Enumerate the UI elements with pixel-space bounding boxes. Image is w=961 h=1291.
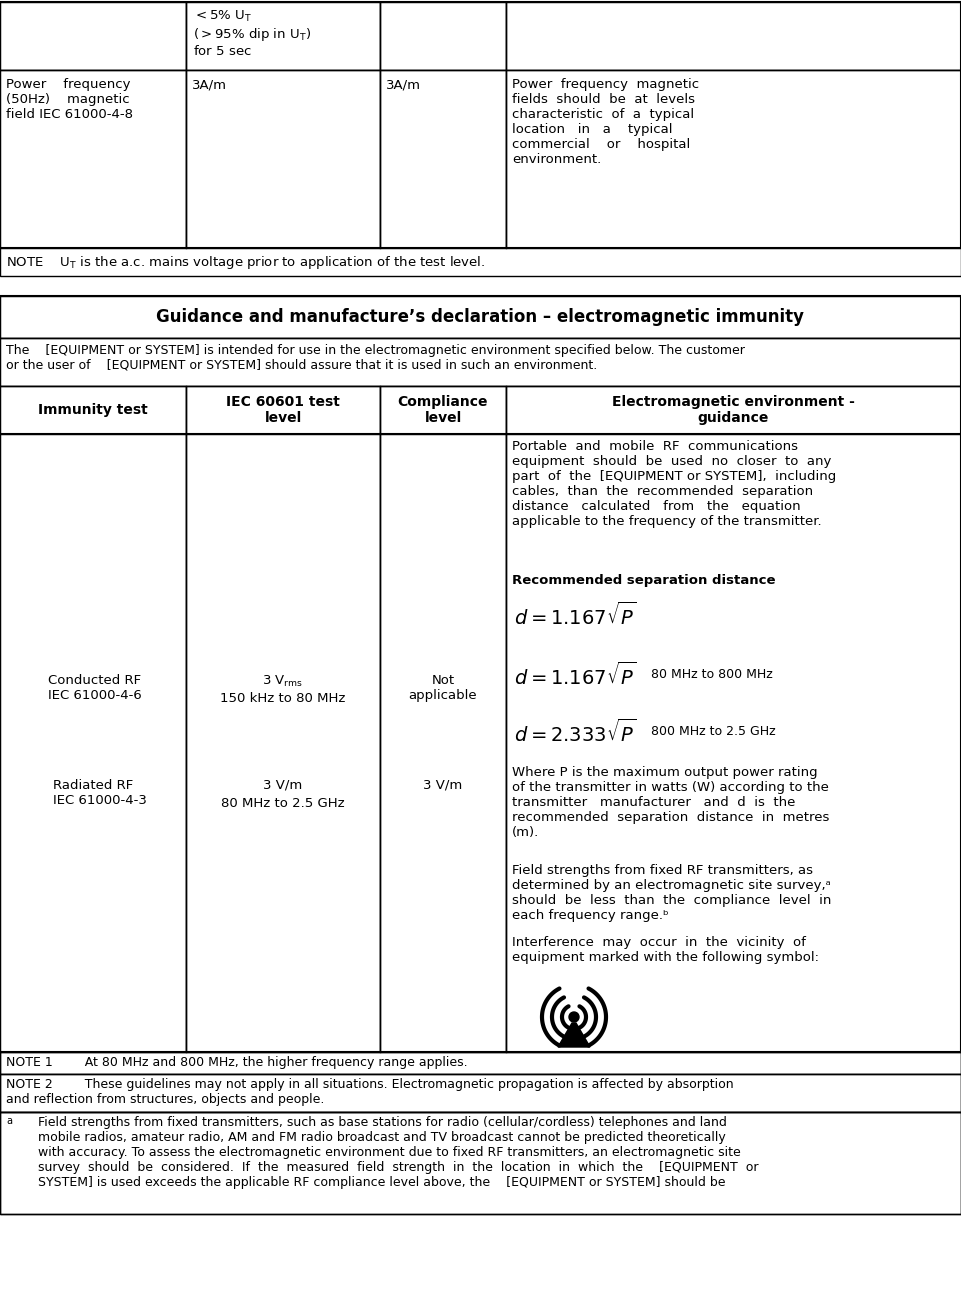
Text: $d = 1.167\sqrt{P}$: $d = 1.167\sqrt{P}$ [514, 602, 636, 629]
Bar [186, 434, 380, 1052]
Text: 3A/m: 3A/m [386, 77, 421, 90]
Text: $(>95\%\ \mathrm{dip\ in\ U_T})$: $(>95\%\ \mathrm{dip\ in\ U_T})$ [193, 26, 311, 43]
Text: NOTE 1        At 80 MHz and 800 MHz, the higher frequency range applies.: NOTE 1 At 80 MHz and 800 MHz, the higher… [6, 1056, 468, 1069]
Bar [0, 1052, 961, 1074]
Bar [186, 386, 380, 434]
Bar [0, 338, 961, 386]
Text: Field strengths from fixed RF transmitters, as
determined by an electromagnetic : Field strengths from fixed RF transmitte… [512, 864, 831, 922]
Text: $d = 1.167\sqrt{P}$: $d = 1.167\sqrt{P}$ [514, 662, 636, 689]
Bar [0, 296, 961, 338]
Text: 80 MHz to 800 MHz: 80 MHz to 800 MHz [651, 667, 773, 680]
Text: 800 MHz to 2.5 GHz: 800 MHz to 2.5 GHz [651, 726, 776, 738]
Bar [0, 70, 186, 248]
Bar [0, 3, 961, 248]
Bar [186, 70, 380, 248]
Text: IEC 60601 test
level: IEC 60601 test level [226, 395, 340, 425]
Text: Electromagnetic environment -
guidance: Electromagnetic environment - guidance [612, 395, 855, 425]
Text: Conducted RF
IEC 61000-4-6: Conducted RF IEC 61000-4-6 [48, 674, 142, 702]
Bar [0, 1074, 961, 1112]
Bar [0, 1112, 961, 1214]
Bar [380, 70, 506, 248]
Bar [506, 3, 961, 70]
Polygon shape [558, 1022, 590, 1047]
Text: Power    frequency
(50Hz)    magnetic
field IEC 61000-4-8: Power frequency (50Hz) magnetic field IE… [6, 77, 133, 121]
Text: Compliance
level: Compliance level [398, 395, 488, 425]
Text: NOTE 2        These guidelines may not apply in all situations. Electromagnetic : NOTE 2 These guidelines may not apply in… [6, 1078, 733, 1106]
Text: Not
applicable: Not applicable [408, 674, 478, 702]
Text: a: a [6, 1115, 12, 1126]
Text: $d = 2.333\sqrt{P}$: $d = 2.333\sqrt{P}$ [514, 719, 636, 746]
Bar [506, 434, 961, 1052]
Text: Radiated RF
IEC 61000-4-3: Radiated RF IEC 61000-4-3 [53, 778, 147, 807]
Text: Power  frequency  magnetic
fields  should  be  at  levels
characteristic  of  a : Power frequency magnetic fields should b… [512, 77, 699, 167]
Bar [0, 1052, 961, 1112]
Text: 3 V/m: 3 V/m [424, 778, 462, 791]
Text: Portable  and  mobile  RF  communications
equipment  should  be  used  no  close: Portable and mobile RF communications eq… [512, 440, 836, 528]
Text: Guidance and manufacture’s declaration – electromagnetic immunity: Guidance and manufacture’s declaration –… [157, 309, 804, 327]
Circle shape [569, 1012, 579, 1022]
Text: 3A/m: 3A/m [192, 77, 227, 90]
Bar [506, 386, 961, 434]
Text: The    [EQUIPMENT or SYSTEM] is intended for use in the electromagnetic environm: The [EQUIPMENT or SYSTEM] is intended fo… [6, 343, 745, 372]
Bar [0, 248, 961, 276]
Text: 80 MHz to 2.5 GHz: 80 MHz to 2.5 GHz [221, 797, 345, 809]
Text: Where P is the maximum output power rating
of the transmitter in watts (W) accor: Where P is the maximum output power rati… [512, 766, 829, 839]
Bar [0, 296, 961, 1052]
Text: Interference  may  occur  in  the  vicinity  of
equipment marked with the follow: Interference may occur in the vicinity o… [512, 936, 819, 964]
Bar [506, 70, 961, 248]
Text: Recommended separation distance: Recommended separation distance [512, 574, 776, 587]
Bar [0, 1112, 961, 1214]
Text: 150 kHz to 80 MHz: 150 kHz to 80 MHz [220, 692, 346, 705]
Text: Field strengths from fixed transmitters, such as base stations for radio (cellul: Field strengths from fixed transmitters,… [6, 1115, 758, 1189]
Bar [186, 3, 380, 70]
Bar [380, 3, 506, 70]
Bar [0, 386, 186, 434]
Text: $<5\%\ \mathrm{U_T}$: $<5\%\ \mathrm{U_T}$ [193, 9, 252, 25]
Text: 3 V$_\mathrm{rms}$: 3 V$_\mathrm{rms}$ [262, 674, 304, 689]
Text: Immunity test: Immunity test [38, 403, 148, 417]
Text: NOTE    $\mathrm{U_T}$ is the a.c. mains voltage prior to application of the tes: NOTE $\mathrm{U_T}$ is the a.c. mains vo… [6, 254, 485, 271]
Text: 3 V/m: 3 V/m [263, 778, 303, 791]
Bar [0, 3, 186, 70]
Bar [0, 434, 186, 1052]
Bar [380, 434, 506, 1052]
Text: $\mathrm{for\ 5\ sec}$: $\mathrm{for\ 5\ sec}$ [193, 44, 252, 58]
Bar [380, 386, 506, 434]
